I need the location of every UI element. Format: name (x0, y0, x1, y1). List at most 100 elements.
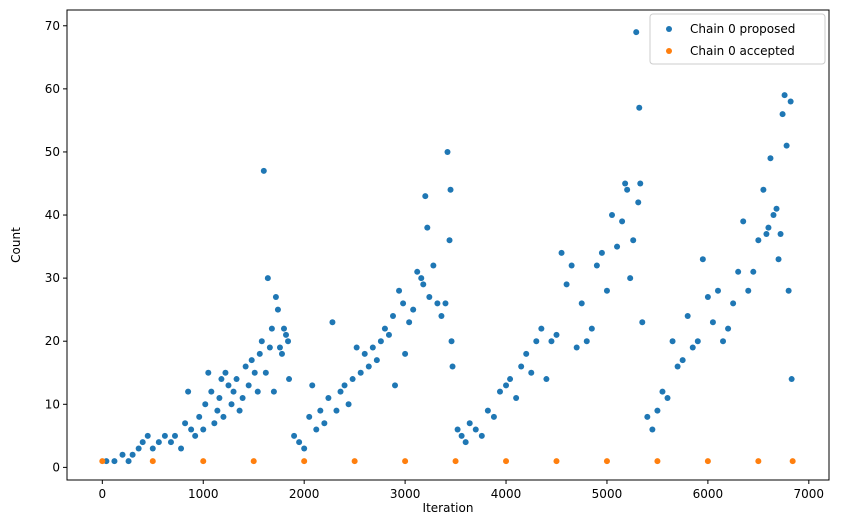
data-point (208, 388, 215, 395)
data-point (286, 376, 293, 383)
data-point (654, 407, 661, 414)
data-point (603, 287, 610, 294)
y-tick-label: 20 (45, 334, 60, 348)
data-point (230, 388, 237, 395)
data-point (709, 319, 716, 326)
data-point (392, 382, 399, 389)
data-point (228, 401, 235, 408)
data-point (538, 325, 545, 332)
data-point (414, 268, 421, 275)
legend-label: Chain 0 proposed (690, 22, 795, 36)
data-point (593, 262, 600, 269)
data-point (444, 148, 451, 155)
data-point (353, 344, 360, 351)
data-point (448, 338, 455, 345)
data-point (200, 426, 207, 433)
y-tick-label: 0 (52, 460, 60, 474)
data-point (649, 426, 656, 433)
x-tick-label: 7000 (794, 487, 825, 501)
data-point (484, 407, 491, 414)
data-point (178, 445, 185, 452)
data-point (274, 306, 281, 313)
x-axis-label: Iteration (423, 501, 474, 515)
data-point (442, 300, 449, 307)
data-point (200, 458, 207, 465)
data-point (406, 319, 413, 326)
data-point (171, 432, 178, 439)
data-point (619, 218, 626, 225)
data-point (248, 357, 255, 364)
x-tick-label: 1000 (188, 487, 219, 501)
data-point (306, 413, 313, 420)
data-point (513, 394, 520, 401)
data-point (285, 338, 292, 345)
data-point (755, 237, 762, 244)
data-point (472, 426, 479, 433)
data-point (446, 237, 453, 244)
data-point (301, 458, 308, 465)
data-point (755, 458, 762, 465)
data-point (167, 439, 174, 446)
data-point (155, 439, 162, 446)
data-point (369, 344, 376, 351)
y-tick-label: 60 (45, 82, 60, 96)
legend-label: Chain 0 accepted (690, 44, 795, 58)
data-point (553, 331, 560, 338)
data-point (588, 325, 595, 332)
data-point (496, 388, 503, 395)
data-point (341, 382, 348, 389)
data-point (351, 458, 358, 465)
data-point (789, 458, 796, 465)
data-point (745, 287, 752, 294)
data-point (422, 193, 429, 200)
data-point (783, 142, 790, 149)
data-point (518, 363, 525, 370)
data-point (614, 243, 621, 250)
plot-points (99, 29, 796, 465)
data-point (420, 281, 427, 288)
data-point (528, 369, 535, 376)
data-point (389, 312, 396, 319)
data-point (507, 376, 514, 383)
data-point (125, 458, 132, 465)
data-point (438, 312, 445, 319)
data-point (337, 388, 344, 395)
data-point (317, 407, 324, 414)
data-point (161, 432, 168, 439)
data-point (674, 363, 681, 370)
data-point (543, 376, 550, 383)
data-point (373, 357, 380, 364)
data-point (402, 350, 409, 357)
data-point (400, 300, 407, 307)
data-point (424, 224, 431, 231)
data-point (750, 268, 757, 275)
y-tick-label: 40 (45, 208, 60, 222)
data-point (760, 186, 767, 193)
data-point (214, 407, 221, 414)
data-point (609, 212, 616, 219)
data-point (192, 432, 199, 439)
data-point (553, 458, 560, 465)
data-point (447, 186, 454, 193)
y-tick-label: 70 (45, 19, 60, 33)
data-point (490, 413, 497, 420)
y-tick-label: 10 (45, 397, 60, 411)
data-point (466, 420, 473, 427)
data-point (245, 382, 252, 389)
data-point (679, 357, 686, 364)
data-point (735, 268, 742, 275)
data-point (349, 376, 356, 383)
data-point (598, 249, 605, 256)
data-point (730, 300, 737, 307)
data-point (239, 394, 246, 401)
data-point (325, 394, 332, 401)
data-point (763, 230, 770, 237)
data-point (558, 249, 565, 256)
data-point (135, 445, 142, 452)
x-tick-label: 5000 (592, 487, 623, 501)
data-point (430, 262, 437, 269)
data-point (357, 369, 364, 376)
data-point (788, 376, 795, 383)
data-point (548, 338, 555, 345)
